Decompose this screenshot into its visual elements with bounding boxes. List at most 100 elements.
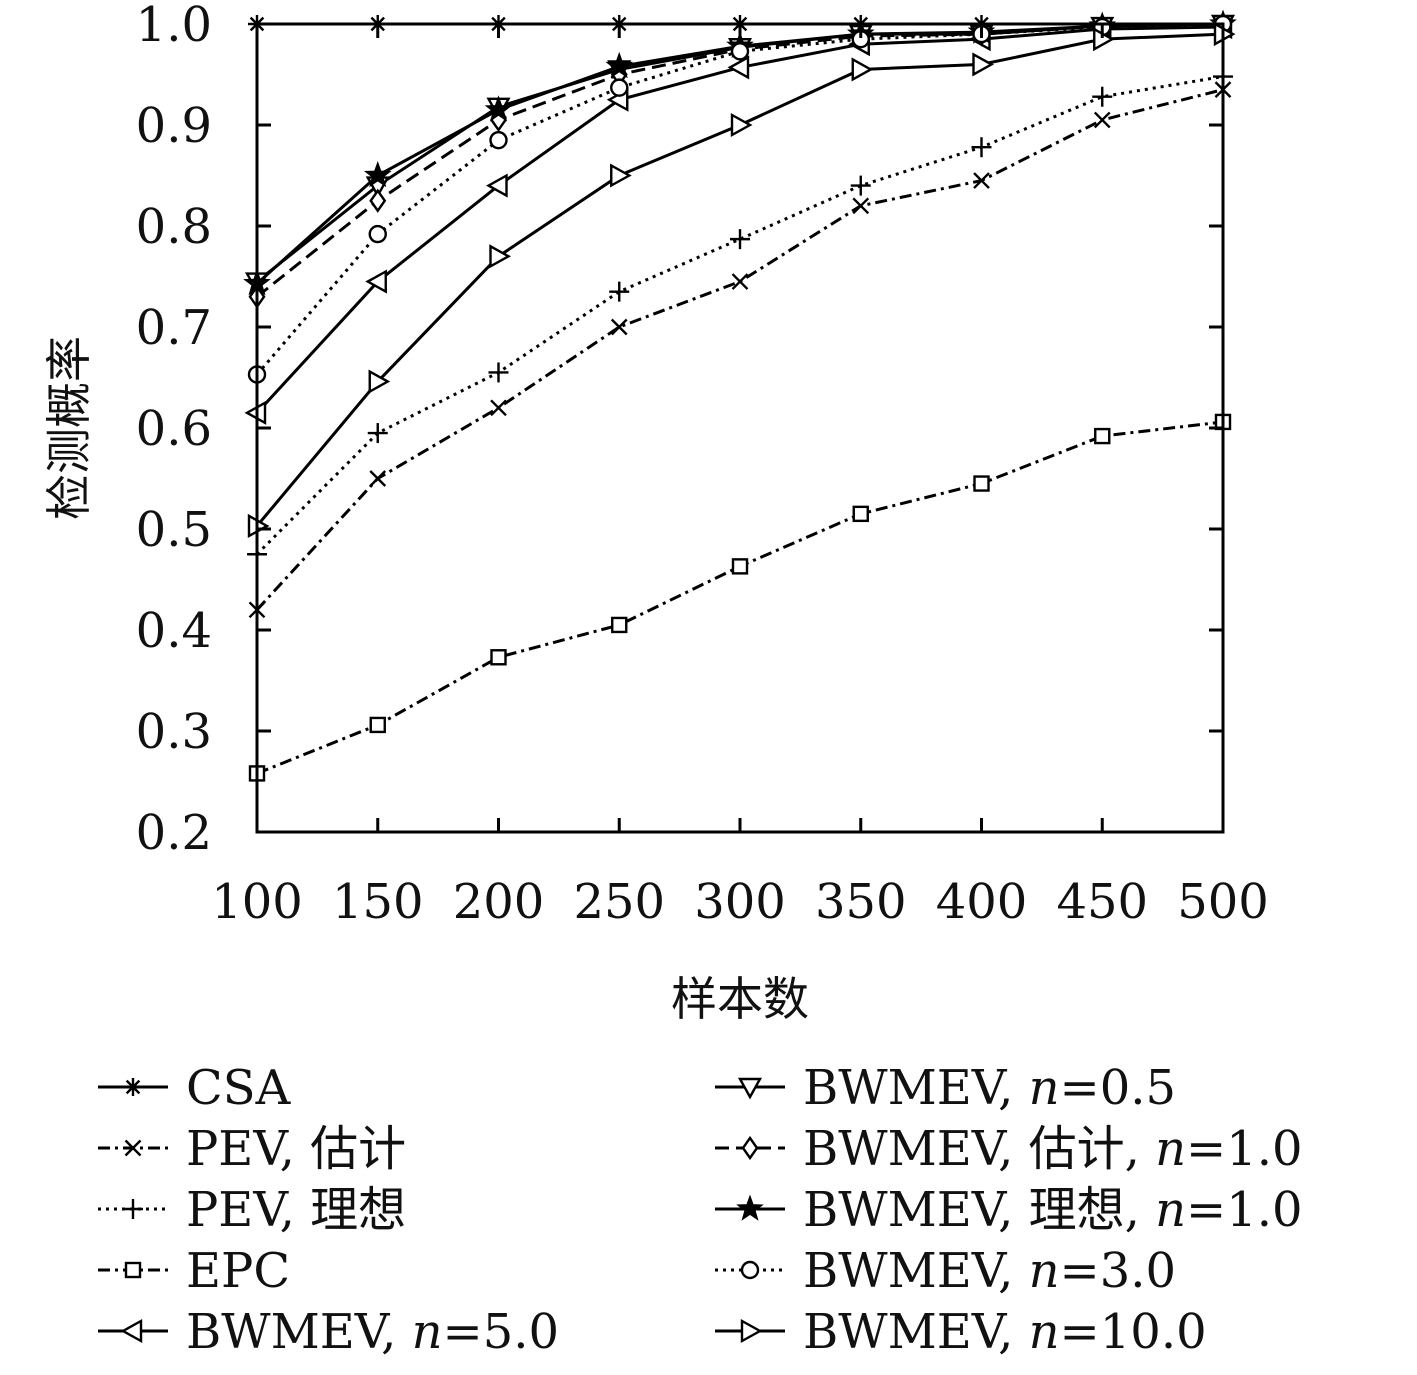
legend-item: BWMEV, 理想, n=1.0 <box>715 1182 1303 1238</box>
x-tick-label: 300 <box>694 874 786 930</box>
legend-marker <box>124 1261 142 1279</box>
data-point <box>973 172 990 189</box>
legend-label: BWMEV, n=0.5 <box>803 1060 1176 1116</box>
series-4 <box>248 413 1232 782</box>
y-tick-label: 0.6 <box>136 401 212 457</box>
y-axis-title: 检测概率 <box>42 336 96 520</box>
y-tick-label: 0.4 <box>136 603 212 659</box>
data-point <box>368 369 391 394</box>
legend-label: CSA <box>186 1060 292 1116</box>
data-point <box>610 78 629 97</box>
legend-marker <box>737 1077 763 1100</box>
data-point <box>972 52 994 77</box>
y-tick-label: 0.3 <box>136 704 212 760</box>
data-point <box>488 362 509 383</box>
legend-item: EPC <box>98 1243 290 1299</box>
legend-label: BWMEV, n=10.0 <box>803 1304 1207 1360</box>
data-point <box>489 130 508 150</box>
data-point <box>730 229 750 250</box>
data-point <box>605 51 634 79</box>
x-tick-label: 400 <box>936 874 1028 930</box>
legend-item: BWMEV, 估计, n=1.0 <box>715 1121 1303 1177</box>
legend-label: PEV, 理想 <box>186 1182 406 1238</box>
data-point <box>367 423 388 444</box>
x-tick-label: 150 <box>332 874 424 930</box>
data-point <box>727 55 750 80</box>
data-point <box>852 505 869 523</box>
series-2 <box>248 81 1232 619</box>
series-layer <box>243 9 1237 782</box>
series-line <box>255 75 1224 556</box>
legend-label: BWMEV, 估计, n=1.0 <box>803 1121 1303 1177</box>
data-point <box>1094 427 1111 445</box>
data-point <box>731 273 749 290</box>
y-tick-label: 0.8 <box>136 199 212 255</box>
legend-marker <box>123 1199 143 1219</box>
data-point <box>973 475 990 492</box>
legend-marker <box>740 1318 763 1344</box>
data-point <box>369 470 387 487</box>
data-point <box>730 112 753 138</box>
x-tick-label: 500 <box>1177 874 1269 930</box>
data-point <box>365 269 387 294</box>
legend-marker <box>124 1139 142 1157</box>
data-point <box>368 224 387 244</box>
legend-marker <box>120 1318 143 1344</box>
x-tick-label: 350 <box>815 874 907 930</box>
data-point <box>486 173 508 198</box>
legend-marker <box>124 1078 142 1096</box>
data-point <box>610 163 632 188</box>
legend-label: BWMEV, 理想, n=1.0 <box>803 1182 1303 1238</box>
data-point <box>730 42 750 61</box>
series-line <box>255 22 1224 376</box>
data-point <box>369 716 386 734</box>
x-axis-title: 样本数 <box>671 972 809 1026</box>
data-point <box>490 399 507 417</box>
series-3 <box>247 66 1233 565</box>
legend-item: PEV, 理想 <box>98 1182 406 1238</box>
legend-label: BWMEV, n=3.0 <box>803 1243 1176 1299</box>
data-point <box>610 318 628 336</box>
x-tick-label: 100 <box>211 874 303 930</box>
y-tick-label: 0.7 <box>136 300 212 356</box>
series-line <box>255 88 1224 611</box>
data-point <box>609 281 630 302</box>
legend-item: CSA <box>98 1060 292 1116</box>
data-point <box>1093 111 1111 129</box>
legend-marker <box>740 1260 760 1280</box>
data-point <box>369 188 387 213</box>
y-tick-label: 0.5 <box>136 502 212 558</box>
data-point <box>363 160 392 188</box>
y-tick-label: 0.9 <box>136 98 212 154</box>
data-point <box>611 616 628 634</box>
series-9 <box>247 14 1233 384</box>
data-point <box>731 558 749 575</box>
data-point <box>850 175 871 196</box>
legend-label: BWMEV, n=5.0 <box>186 1304 559 1360</box>
x-tick-label: 200 <box>453 874 545 930</box>
y-tick-label: 0.2 <box>136 805 212 861</box>
legend-item: BWMEV, n=0.5 <box>715 1060 1176 1116</box>
data-point <box>971 137 992 158</box>
legend-marker <box>736 1194 764 1221</box>
legend-item: BWMEV, n=10.0 <box>715 1304 1207 1360</box>
legend-item: BWMEV, n=3.0 <box>715 1243 1176 1299</box>
legend-label: PEV, 估计 <box>186 1121 406 1177</box>
series-line <box>256 420 1224 775</box>
legend-item: BWMEV, n=5.0 <box>98 1304 559 1360</box>
data-point <box>1092 86 1113 107</box>
axes-layer: 100 150 200 250 300 350 400 450 500 0.2 0.3 0.4 0.5 0… <box>136 0 1269 930</box>
data-point <box>851 57 874 82</box>
y-tick-label: 1.0 <box>136 0 212 53</box>
data-point <box>490 649 507 666</box>
data-point <box>852 197 870 215</box>
legend-label: EPC <box>186 1243 290 1299</box>
legend-item: PEV, 估计 <box>98 1121 406 1177</box>
x-tick-label: 450 <box>1056 874 1148 930</box>
legend-marker <box>741 1135 759 1161</box>
data-point <box>484 95 513 122</box>
x-tick-label: 250 <box>573 874 665 930</box>
